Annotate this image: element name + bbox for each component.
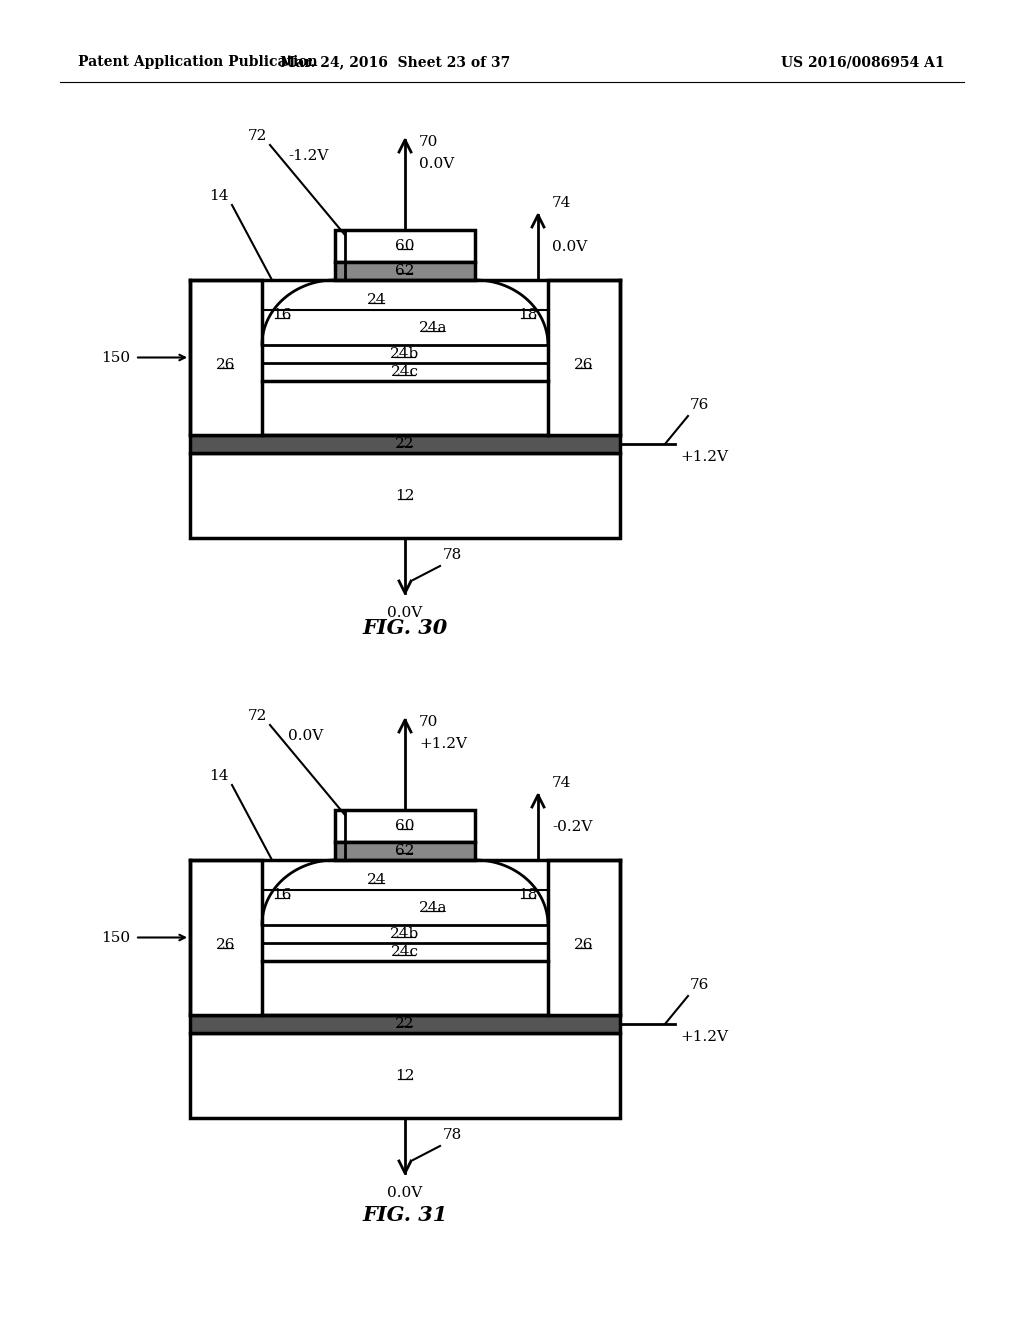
Text: 26: 26 [574, 358, 594, 372]
Text: 18: 18 [518, 888, 538, 902]
Text: 72: 72 [248, 129, 267, 143]
Text: 150: 150 [101, 931, 130, 945]
Text: 60: 60 [395, 818, 415, 833]
Text: 12: 12 [395, 488, 415, 503]
Text: 24: 24 [368, 293, 387, 308]
Text: 26: 26 [216, 939, 236, 952]
Text: +1.2V: +1.2V [680, 450, 728, 465]
Text: 24a: 24a [419, 900, 447, 915]
Text: 76: 76 [690, 399, 710, 412]
Text: 22: 22 [395, 437, 415, 451]
Text: 24c: 24c [391, 945, 419, 960]
Bar [190, 861, 262, 1015]
Text: 78: 78 [443, 548, 462, 562]
Text: Mar. 24, 2016  Sheet 23 of 37: Mar. 24, 2016 Sheet 23 of 37 [280, 55, 510, 69]
Text: 22: 22 [395, 1016, 415, 1031]
Text: +1.2V: +1.2V [419, 737, 467, 751]
Text: +1.2V: +1.2V [680, 1030, 728, 1044]
Bar [190, 436, 620, 453]
Text: 26: 26 [574, 939, 594, 952]
Text: 24b: 24b [390, 347, 420, 360]
Text: 78: 78 [443, 1129, 462, 1142]
Text: 24c: 24c [391, 366, 419, 379]
Text: 70: 70 [419, 715, 438, 729]
Text: 150: 150 [101, 351, 130, 364]
Text: 24a: 24a [419, 321, 447, 334]
Text: FIG. 30: FIG. 30 [362, 618, 447, 638]
Text: 16: 16 [272, 888, 292, 902]
Text: 14: 14 [210, 770, 229, 783]
Text: 74: 74 [552, 776, 571, 789]
Text: 18: 18 [518, 308, 538, 322]
Bar [190, 280, 262, 436]
Text: 16: 16 [272, 308, 292, 322]
Bar [190, 1015, 620, 1034]
Bar [335, 842, 475, 861]
Text: US 2016/0086954 A1: US 2016/0086954 A1 [781, 55, 945, 69]
Text: 24b: 24b [390, 927, 420, 941]
Text: 74: 74 [552, 195, 571, 210]
Text: FIG. 31: FIG. 31 [362, 1205, 447, 1225]
Bar [335, 810, 475, 842]
Bar [190, 1034, 620, 1118]
Text: -1.2V: -1.2V [288, 149, 329, 162]
Text: -0.2V: -0.2V [552, 820, 592, 834]
Text: 0.0V: 0.0V [419, 157, 455, 172]
Text: 76: 76 [690, 978, 710, 993]
Text: 24: 24 [368, 873, 387, 887]
Text: 0.0V: 0.0V [387, 1185, 423, 1200]
Bar [548, 861, 620, 1015]
Bar [190, 453, 620, 539]
Bar [335, 230, 475, 261]
Bar [548, 280, 620, 436]
Text: 0.0V: 0.0V [552, 240, 587, 253]
Text: 0.0V: 0.0V [288, 729, 324, 743]
Text: 70: 70 [419, 135, 438, 149]
Text: Patent Application Publication: Patent Application Publication [78, 55, 317, 69]
Text: 12: 12 [395, 1068, 415, 1082]
Text: 0.0V: 0.0V [387, 606, 423, 620]
Text: 60: 60 [395, 239, 415, 253]
Text: 26: 26 [216, 358, 236, 372]
Text: 72: 72 [248, 709, 267, 723]
Bar [335, 261, 475, 280]
Text: 62: 62 [395, 843, 415, 858]
Text: 62: 62 [395, 264, 415, 279]
Text: 14: 14 [210, 189, 229, 203]
